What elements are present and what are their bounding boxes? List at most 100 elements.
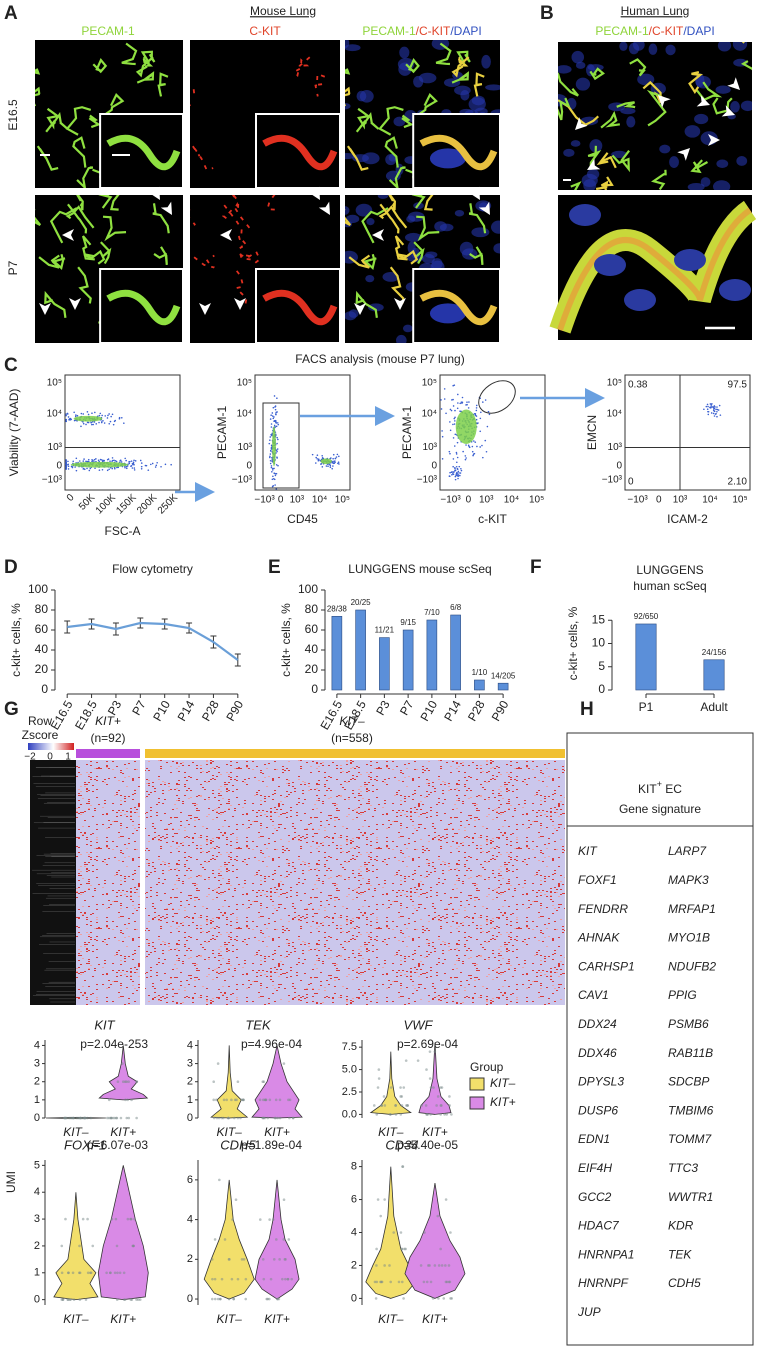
value-label: 11/21 <box>375 626 395 635</box>
vessel <box>396 249 419 265</box>
jitter-dot <box>425 1068 428 1071</box>
event-dot <box>452 465 454 468</box>
event-dot <box>70 418 73 421</box>
y-tick-label: 2 <box>34 1240 40 1252</box>
event-dot <box>90 421 92 424</box>
event-dot <box>133 459 135 462</box>
jitter-dot <box>64 1116 67 1120</box>
gate <box>478 380 516 414</box>
jitter-dot <box>374 1297 378 1300</box>
jitter-dot <box>115 1116 118 1120</box>
legend-title: Group <box>470 1060 504 1074</box>
jitter-dot <box>437 1297 440 1300</box>
jitter-dot <box>404 1059 408 1062</box>
zscore-tick: −2 <box>24 752 36 763</box>
y-tick-label: −10³ <box>602 474 623 485</box>
gene-name: WWTR1 <box>668 1190 713 1204</box>
vessel <box>140 50 156 64</box>
event-dot <box>275 421 277 424</box>
jitter-dot <box>217 1116 221 1120</box>
inset-vessel <box>106 134 181 171</box>
event-dot <box>337 462 339 465</box>
jitter-dot <box>429 1280 433 1284</box>
line <box>67 621 239 661</box>
jitter-dot <box>442 1297 446 1300</box>
inset <box>99 113 183 188</box>
jitter-dot <box>402 1086 406 1089</box>
y-tick-label: 5 <box>598 659 605 673</box>
jitter-dot <box>266 1116 269 1120</box>
jitter-dot <box>212 1080 216 1084</box>
x-tick-label: 0 <box>65 492 77 504</box>
x-tick-label: 100K <box>94 492 119 517</box>
event-dot <box>65 461 67 464</box>
inset <box>255 113 340 188</box>
x-tick-label: P28 <box>465 698 488 724</box>
arrowhead <box>318 201 330 215</box>
nucleus <box>402 324 413 333</box>
gene-name: AHNAK <box>577 931 620 945</box>
x-tick-label: 10⁵ <box>732 495 747 506</box>
nucleus <box>345 102 351 110</box>
vessel <box>100 93 125 119</box>
jitter-dot <box>282 1198 286 1202</box>
density-core <box>70 461 129 468</box>
gene-name: EDN1 <box>578 1132 610 1146</box>
nucleus <box>434 221 447 232</box>
event-dot <box>277 438 279 441</box>
chart-subtitle: human scSeq <box>633 579 706 593</box>
event-dot <box>706 408 709 410</box>
event-dot <box>276 411 278 413</box>
vessel <box>456 50 471 64</box>
event-dot <box>82 421 84 423</box>
jitter-dot <box>276 1116 279 1120</box>
ckit-signal <box>239 250 261 265</box>
event-dot <box>118 416 121 419</box>
gene-name: FOXF1 <box>578 873 617 887</box>
event-dot <box>456 472 459 474</box>
bar <box>635 623 657 691</box>
x-tick-label: P7 <box>397 698 417 718</box>
jitter-dot <box>230 1098 233 1102</box>
nucleus <box>715 85 731 94</box>
y-tick-label: 80 <box>305 602 319 616</box>
vessel <box>100 241 112 265</box>
gene-name: PPIG <box>668 988 697 1002</box>
event-dot <box>331 461 334 464</box>
jitter-dot <box>382 1095 386 1098</box>
vessel <box>616 101 636 109</box>
event-dot <box>329 466 332 469</box>
vessel <box>473 72 485 97</box>
jitter-dot <box>282 1062 286 1065</box>
legend-label: KIT+ <box>490 1095 516 1109</box>
event-dot <box>170 463 172 466</box>
event-dot <box>131 467 134 469</box>
vessel <box>468 203 487 234</box>
jitter-dot <box>210 1297 214 1301</box>
gene-name: NDUFB2 <box>668 959 716 973</box>
event-dot <box>475 418 478 421</box>
jitter-dot <box>444 1198 448 1201</box>
y-tick-label: 100 <box>28 582 48 596</box>
event-dot <box>269 462 272 465</box>
nucleus <box>740 100 752 112</box>
group-label: KIT+ <box>95 714 121 728</box>
event-dot <box>130 465 132 467</box>
y-tick-label: −10³ <box>417 474 438 485</box>
nucleus <box>385 154 397 166</box>
event-dot <box>269 436 272 438</box>
event-dot <box>453 445 456 447</box>
micrograph <box>35 40 183 188</box>
event-dot <box>67 460 69 463</box>
violin <box>97 1165 149 1301</box>
channel-label: PECAM-1 <box>81 24 135 38</box>
jitter-dot <box>71 1271 75 1275</box>
event-dot <box>82 422 85 425</box>
y-tick-label: 10⁴ <box>422 409 437 420</box>
arrowhead <box>721 105 735 117</box>
vessel <box>355 290 378 318</box>
panel-label: E <box>268 557 281 578</box>
title-part: + <box>657 779 662 789</box>
y-tick-label: 3 <box>34 1213 40 1225</box>
y-tick-label: 4 <box>187 1213 193 1225</box>
